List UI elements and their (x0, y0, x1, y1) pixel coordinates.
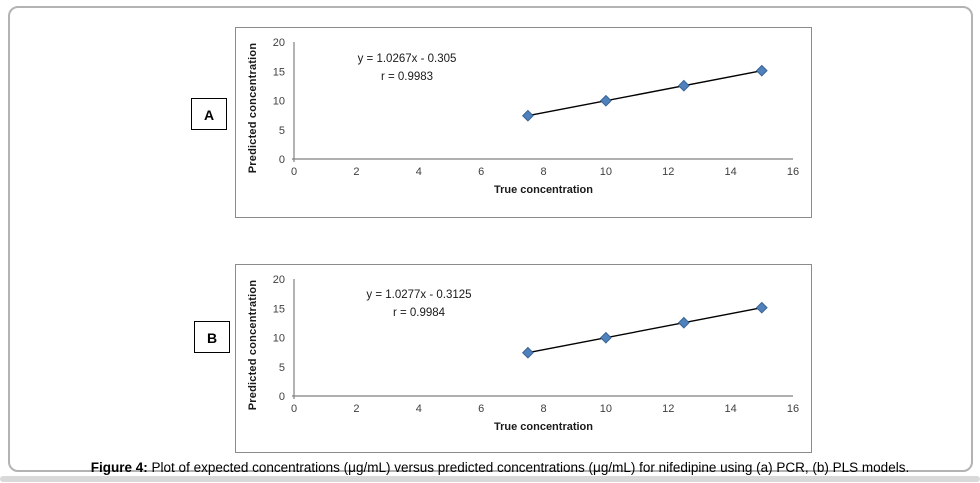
svg-text:16: 16 (787, 166, 799, 178)
svg-text:20: 20 (273, 37, 285, 49)
panel-label-b: B (194, 321, 230, 353)
scatter-plot-b: 0 2 4 6 8 10 12 14 16 0 5 10 15 20 (273, 274, 799, 415)
figure-border: A Predicted concentration 0 2 4 6 8 10 12 14 16 0… (8, 6, 973, 475)
chart-panel-a: Predicted concentration 0 2 4 6 8 10 12 14 16 0 5 1… (235, 27, 812, 218)
svg-text:0: 0 (291, 403, 297, 415)
caption-label: Figure 4: (90, 460, 148, 475)
svg-text:14: 14 (725, 403, 737, 415)
svg-text:10: 10 (273, 96, 285, 108)
chart-panel-b: Predicted concentration 0 2 4 6 8 10 12 14 16 0 5 1… (235, 264, 812, 453)
svg-text:4: 4 (416, 166, 422, 178)
svg-text:10: 10 (600, 166, 612, 178)
svg-text:14: 14 (725, 166, 737, 178)
equation-text-a: y = 1.0267x - 0.305 (357, 53, 457, 65)
svg-text:0: 0 (279, 391, 285, 403)
svg-text:6: 6 (478, 166, 484, 178)
svg-text:15: 15 (273, 303, 285, 315)
svg-text:8: 8 (540, 403, 546, 415)
svg-text:16: 16 (787, 403, 799, 415)
svg-text:2: 2 (353, 166, 359, 178)
svg-text:12: 12 (662, 166, 674, 178)
svg-text:6: 6 (478, 403, 484, 415)
svg-text:20: 20 (273, 274, 285, 286)
x-axis-title-b: True concentration (493, 421, 594, 433)
svg-text:4: 4 (416, 403, 422, 415)
caption-text: Plot of expected concentrations (μg/mL) … (147, 460, 910, 475)
r-value-text-b: r = 0.9984 (392, 307, 446, 319)
trendline-annotation-b: y = 1.0277x - 0.3125 r = 0.9984 (366, 286, 471, 322)
bottom-divider (0, 476, 980, 482)
svg-text:2: 2 (353, 403, 359, 415)
x-axis-title-a: True concentration (493, 184, 594, 196)
trendline-annotation-a: y = 1.0267x - 0.305 r = 0.9983 (358, 50, 457, 86)
svg-text:0: 0 (291, 166, 297, 178)
scatter-plot-a: 0 2 4 6 8 10 12 14 16 0 5 10 15 20 (273, 37, 799, 178)
figure-caption: Figure 4: Plot of expected concentration… (10, 460, 980, 475)
svg-text:12: 12 (662, 403, 674, 415)
svg-text:15: 15 (273, 66, 285, 78)
svg-text:0: 0 (279, 154, 285, 166)
equation-text-b: y = 1.0277x - 0.3125 (366, 289, 472, 301)
svg-text:10: 10 (600, 403, 612, 415)
svg-text:10: 10 (273, 333, 285, 345)
svg-text:5: 5 (279, 125, 285, 137)
svg-text:5: 5 (279, 362, 285, 374)
r-value-text-a: r = 0.9983 (380, 71, 434, 83)
panel-label-a: A (191, 98, 227, 130)
svg-text:8: 8 (540, 166, 546, 178)
